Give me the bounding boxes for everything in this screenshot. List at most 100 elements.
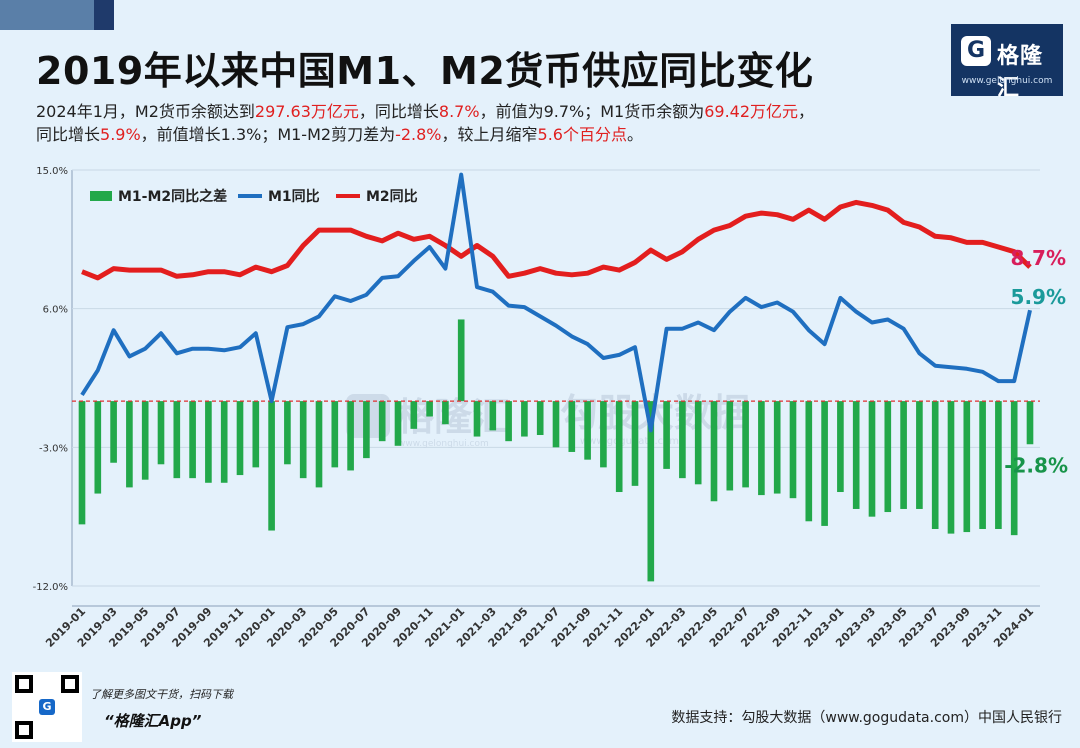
chart: 格隆汇 www.gelonghui.com 勾股大数据 www.gogudata… <box>33 166 1068 650</box>
diff-bar <box>758 401 765 496</box>
diff-bar <box>363 401 370 459</box>
description-segment: ，前值为9.7%；M1货币余额为 <box>479 102 705 121</box>
description-segment: 。 <box>626 125 643 144</box>
qr-logo-icon: G <box>39 699 55 715</box>
diff-bar <box>252 401 260 468</box>
diff-bar <box>94 401 102 494</box>
description-segment: ， <box>798 102 815 121</box>
diff-bar <box>347 401 354 471</box>
description-segment: 5.6个百分点 <box>537 125 627 144</box>
diff-bar <box>299 401 307 479</box>
diff-bar <box>615 401 623 493</box>
y-tick-label: 6.0% <box>43 305 68 316</box>
diff-bar <box>521 401 528 437</box>
diff-bar <box>236 401 244 476</box>
description-line-1: 2024年1月，M2货币余额达到297.63万亿元，同比增长8.7%，前值为9.… <box>36 100 896 123</box>
watermark: 格隆汇 www.gelonghui.com 勾股大数据 www.gogudata… <box>346 391 750 449</box>
diff-bar <box>157 401 165 465</box>
diff-bar <box>837 401 844 493</box>
diff-bar <box>126 401 133 488</box>
gelonghui-logo: G 格隆汇 www.gelonghui.com <box>951 24 1063 101</box>
diff-bar <box>489 401 497 431</box>
diff-bar <box>868 401 876 517</box>
end-label-m1: 5.9% <box>1011 285 1066 309</box>
description-segment: ，前值增长1.3%；M1-M2剪刀差为 <box>140 125 396 144</box>
diff-bar <box>205 401 212 483</box>
diff-bar <box>805 401 813 522</box>
diff-bar <box>694 401 702 485</box>
diff-bar <box>568 401 576 452</box>
diff-bar <box>852 401 860 509</box>
diff-bar <box>931 401 939 529</box>
diff-bar <box>663 401 670 469</box>
diff-bar <box>900 401 907 509</box>
logo-g-icon: G <box>961 36 991 66</box>
y-tick-label: 15.0% <box>36 166 68 177</box>
diff-bar <box>1026 401 1034 445</box>
diff-bar <box>110 401 117 463</box>
diff-bar <box>647 401 655 582</box>
diff-bar <box>442 401 449 425</box>
description-segment: 69.42万亿元 <box>704 102 799 121</box>
diff-bar <box>220 401 228 483</box>
diff-bar <box>378 401 386 442</box>
diff-bar <box>963 401 971 533</box>
diff-bar <box>141 401 149 480</box>
description-segment: -2.8% <box>395 125 442 144</box>
legend-label-diff: M1-M2同比之差 <box>118 188 227 205</box>
description-line-2: 同比增长5.9%，前值增长1.3%；M1-M2剪刀差为-2.8%，较上月缩窄5.… <box>36 123 896 146</box>
logo-url: www.gelonghui.com <box>961 76 1053 86</box>
m1-series-line <box>80 172 1032 433</box>
diff-bar <box>979 401 986 529</box>
diff-bar <box>584 401 591 460</box>
y-tick-label: -3.0% <box>39 443 68 454</box>
description-segment: ，较上月缩窄 <box>441 125 538 144</box>
description-segment: 5.9% <box>100 125 141 144</box>
diff-bar <box>473 401 481 437</box>
diff-bar <box>315 401 323 488</box>
diff-bar <box>78 401 86 525</box>
diff-bar <box>536 401 544 436</box>
diff-bar <box>331 401 339 468</box>
diff-bar <box>916 401 923 509</box>
diff-bar <box>394 401 402 446</box>
footer-app-name: “格隆汇App” <box>104 712 202 730</box>
page-title: 2019年以来中国M1、M2货币供应同比变化 <box>36 49 814 93</box>
diff-bar <box>789 401 797 499</box>
diff-bar <box>173 401 181 479</box>
diff-bar <box>773 401 781 494</box>
data-source: 数据支持：勾股大数据（www.gogudata.com）中国人民银行 <box>671 710 1062 726</box>
diff-bar <box>600 401 607 468</box>
diff-bar <box>284 401 291 465</box>
y-tick-label: -12.0% <box>33 582 68 593</box>
diff-bar <box>426 401 433 417</box>
diff-bar <box>631 401 639 486</box>
diff-bar <box>1010 401 1018 536</box>
corner-decoration <box>0 0 114 30</box>
diff-bar <box>457 319 465 402</box>
diff-bar <box>995 401 1002 529</box>
description-segment: 297.63万亿元 <box>254 102 359 121</box>
diff-bar <box>710 401 718 502</box>
description-segment: 同比增长 <box>36 125 101 144</box>
diff-bar <box>679 401 686 479</box>
legend-label-m2: M2同比 <box>366 188 418 205</box>
logo-name: 格隆汇 <box>997 44 1044 101</box>
end-label-diff: -2.8% <box>1004 453 1068 477</box>
description: 2024年1月，M2货币余额达到297.63万亿元 ， 同比增长 8.7%，前值为9.… <box>36 100 896 146</box>
legend-label-m1: M1同比 <box>268 188 320 205</box>
legend: M1-M2同比之差 M1同比 M2同比 <box>90 188 418 205</box>
description-segment: 2024年1月，M2货币余额达到 <box>36 102 255 121</box>
diff-bar <box>505 401 512 442</box>
footer-tagline: 了解更多图文干货，扫码下载 <box>90 688 233 701</box>
diff-bar <box>821 401 828 526</box>
legend-swatch-diff <box>90 191 112 201</box>
diff-bar <box>268 401 275 531</box>
diff-bar <box>552 401 560 448</box>
watermark-gelonghui-url: www.gelonghui.com <box>398 439 489 449</box>
diff-bar <box>189 401 196 479</box>
diff-bar <box>947 401 955 534</box>
end-label-m2: 8.7% <box>1011 246 1066 270</box>
qr-code: G <box>12 672 82 742</box>
description-segment: 8.7% <box>438 102 480 121</box>
